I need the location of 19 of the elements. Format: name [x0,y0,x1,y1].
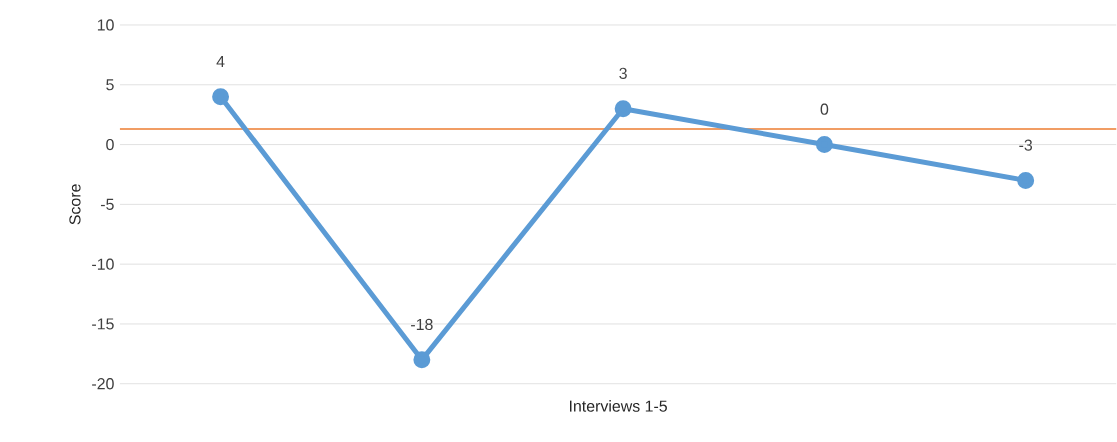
point [413,351,431,369]
point [614,100,632,118]
data-label: 0 [820,103,829,116]
point [1017,172,1035,190]
y-tick-label: 5 [106,79,114,91]
point [212,88,230,106]
data-label: -3 [1019,139,1033,151]
y-tick-label: -10 [92,258,114,270]
y-tick-label: -5 [100,198,114,211]
y-tick-label: 10 [97,19,114,31]
y-tick-label: -20 [92,378,114,390]
data-label: -18 [411,318,433,331]
point [815,136,833,154]
data-label: 4 [216,56,225,68]
y-tick-label: -15 [92,318,114,330]
x-axis-title: Interviews 1-5 [569,400,667,412]
data-label: 3 [619,67,627,80]
y-tick-label: 0 [106,139,114,151]
y-axis-title: Score [69,184,81,225]
